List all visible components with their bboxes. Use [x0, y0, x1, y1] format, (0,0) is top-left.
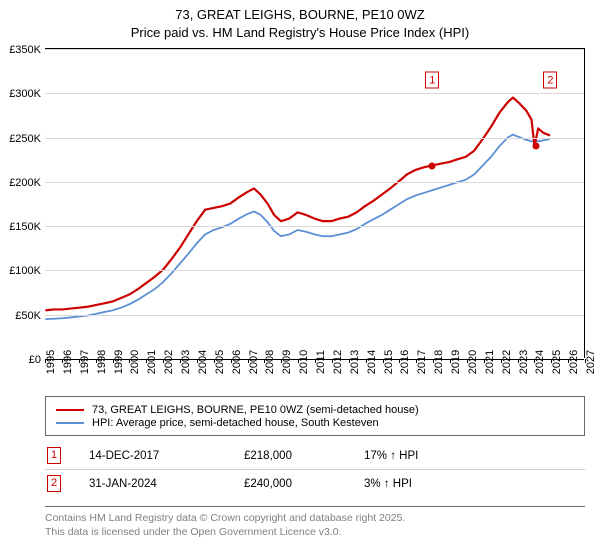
table-row: 2 31-JAN-2024 £240,000 3% ↑ HPI: [45, 469, 585, 497]
x-tick-label: 1997: [79, 350, 91, 374]
marker-label-icon: 2: [543, 72, 557, 89]
gridline: £250K: [45, 138, 584, 139]
legend-swatch-price-paid: [56, 409, 84, 411]
x-tick-label: 2016: [399, 350, 411, 374]
attribution-footer: Contains HM Land Registry data © Crown c…: [45, 506, 585, 539]
x-tick-label: 2017: [416, 350, 428, 374]
gridline: £50K: [45, 315, 584, 316]
x-tick-label: 2027: [585, 350, 597, 374]
row-date: 31-JAN-2024: [61, 478, 244, 490]
x-tick-label: 2015: [383, 350, 395, 374]
sale-point-icon: [429, 162, 436, 169]
title-line-2: Price paid vs. HM Land Registry's House …: [131, 25, 469, 40]
marker-label-icon: 1: [425, 72, 439, 89]
plot-area: £0£50K£100K£150K£200K£250K£300K£350K12: [45, 48, 585, 358]
gridline: £200K: [45, 182, 584, 183]
x-axis-labels: 1995199619971998199920002001200220032004…: [45, 360, 585, 396]
footer-line-2: This data is licensed under the Open Gov…: [45, 526, 342, 538]
x-tick-label: 1999: [113, 350, 125, 374]
table-row: 1 14-DEC-2017 £218,000 17% ↑ HPI: [45, 442, 585, 469]
x-tick-label: 1995: [45, 350, 57, 374]
x-tick-label: 2008: [264, 350, 276, 374]
x-tick-label: 2006: [231, 350, 243, 374]
x-tick-label: 2011: [315, 350, 327, 374]
x-tick-label: 2002: [163, 350, 175, 374]
chart-title: 73, GREAT LEIGHS, BOURNE, PE10 0WZ Price…: [0, 0, 600, 41]
row-date: 14-DEC-2017: [61, 450, 244, 462]
gridline: £150K: [45, 226, 584, 227]
x-tick-label: 2021: [484, 350, 496, 374]
y-tick-label: £150K: [9, 221, 41, 233]
x-tick-label: 2004: [197, 350, 209, 374]
footer-line-1: Contains HM Land Registry data © Crown c…: [45, 512, 405, 524]
y-tick-label: £350K: [9, 44, 41, 56]
x-tick-label: 2010: [298, 350, 310, 374]
x-tick-label: 2018: [433, 350, 445, 374]
legend-label-hpi: HPI: Average price, semi-detached house,…: [92, 417, 379, 429]
row-price: £240,000: [244, 478, 364, 490]
x-tick-label: 2009: [281, 350, 293, 374]
x-tick-label: 2023: [518, 350, 530, 374]
x-tick-label: 2026: [568, 350, 580, 374]
x-tick-label: 1998: [96, 350, 108, 374]
x-tick-label: 2005: [214, 350, 226, 374]
y-tick-label: £50K: [15, 310, 41, 322]
row-marker-icon: 2: [47, 475, 61, 492]
y-tick-label: £100K: [9, 265, 41, 277]
x-tick-label: 2000: [129, 350, 141, 374]
y-tick-label: £300K: [9, 88, 41, 100]
row-delta: 3% ↑ HPI: [364, 478, 484, 490]
y-tick-label: £200K: [9, 177, 41, 189]
y-tick-label: £0: [29, 354, 41, 366]
title-line-1: 73, GREAT LEIGHS, BOURNE, PE10 0WZ: [175, 7, 424, 22]
x-tick-label: 2007: [248, 350, 260, 374]
y-tick-label: £250K: [9, 133, 41, 145]
sales-table: 1 14-DEC-2017 £218,000 17% ↑ HPI 2 31-JA…: [45, 442, 585, 497]
gridline: £300K: [45, 93, 584, 94]
gridline: £100K: [45, 270, 584, 271]
gridline: £350K: [45, 49, 584, 50]
sale-point-icon: [532, 143, 539, 150]
line-canvas: [45, 49, 584, 358]
series-price_paid: [45, 98, 550, 311]
x-tick-label: 2012: [332, 350, 344, 374]
x-tick-label: 2014: [366, 350, 378, 374]
x-tick-label: 2003: [180, 350, 192, 374]
x-tick-label: 2024: [534, 350, 546, 374]
row-price: £218,000: [244, 450, 364, 462]
x-tick-label: 2022: [501, 350, 513, 374]
legend-item-price-paid: 73, GREAT LEIGHS, BOURNE, PE10 0WZ (semi…: [56, 404, 574, 416]
x-tick-label: 2019: [450, 350, 462, 374]
x-tick-label: 2020: [467, 350, 479, 374]
x-tick-label: 1996: [62, 350, 74, 374]
legend-label-price-paid: 73, GREAT LEIGHS, BOURNE, PE10 0WZ (semi…: [92, 404, 419, 416]
row-marker-icon: 1: [47, 447, 61, 464]
chart-container: 73, GREAT LEIGHS, BOURNE, PE10 0WZ Price…: [0, 0, 600, 560]
x-tick-label: 2013: [349, 350, 361, 374]
legend: 73, GREAT LEIGHS, BOURNE, PE10 0WZ (semi…: [45, 396, 585, 436]
x-tick-label: 2025: [551, 350, 563, 374]
legend-swatch-hpi: [56, 422, 84, 424]
x-tick-label: 2001: [146, 350, 158, 374]
row-delta: 17% ↑ HPI: [364, 450, 484, 462]
legend-item-hpi: HPI: Average price, semi-detached house,…: [56, 417, 574, 429]
